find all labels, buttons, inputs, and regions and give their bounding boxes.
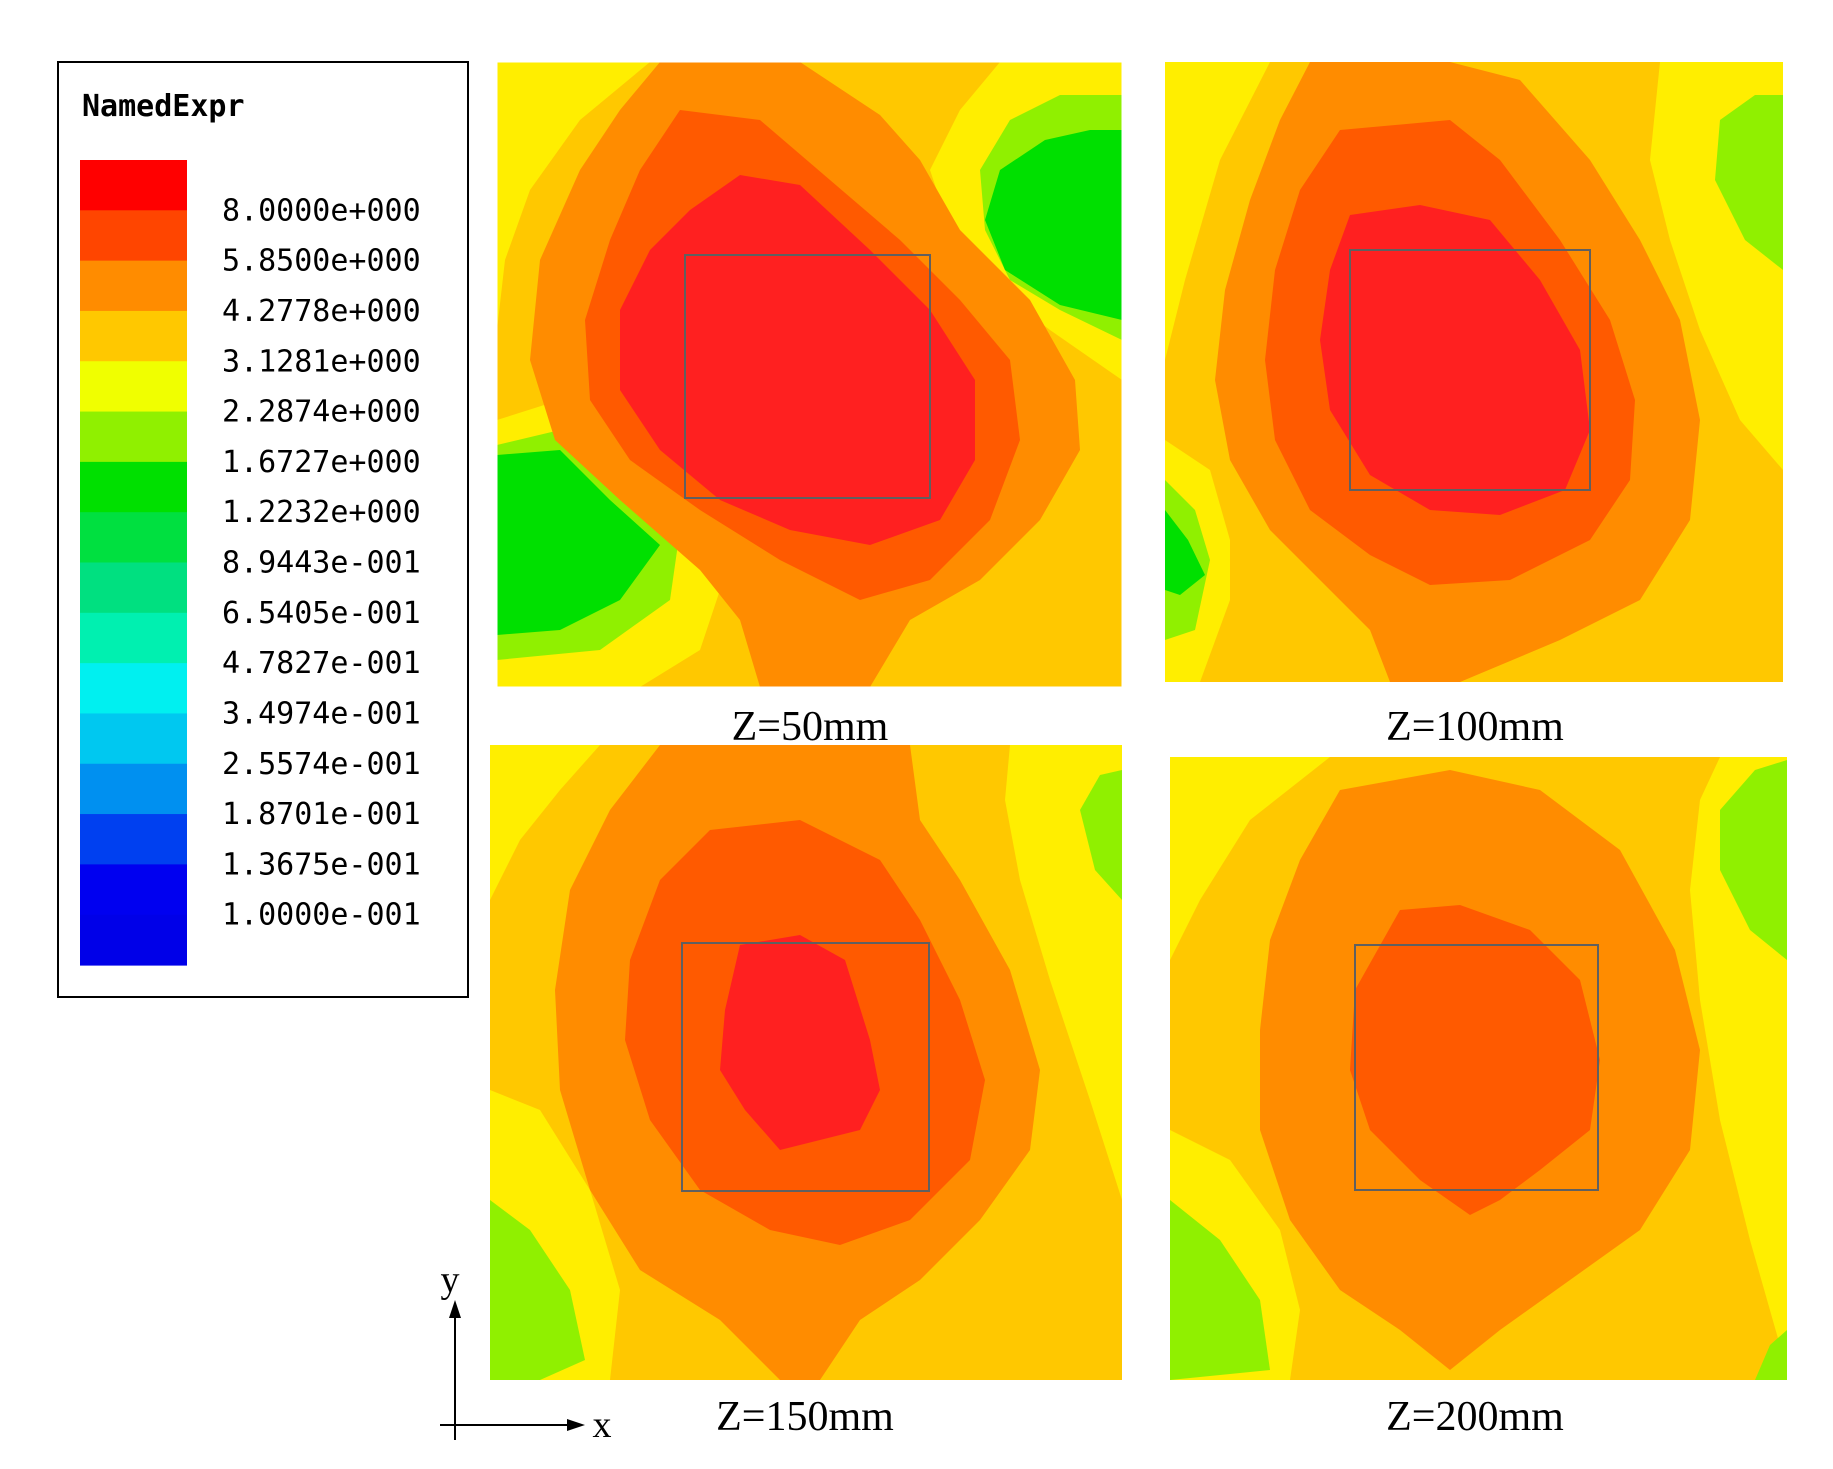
legend-swatch xyxy=(80,562,187,614)
legend-tick-label: 1.3675e-001 xyxy=(222,847,421,882)
contour-panel-z100: Z=100mm xyxy=(1165,62,1783,750)
contour-band xyxy=(1170,1200,1270,1380)
contour-band xyxy=(1720,760,1787,960)
legend-tick-label: 8.0000e+000 xyxy=(222,193,421,228)
legend-tick-label: 6.5405e-001 xyxy=(222,596,421,631)
contour-panel-z150: Z=150mm xyxy=(490,745,1122,1440)
contour-band xyxy=(1170,757,1330,960)
legend-swatch xyxy=(80,210,187,262)
legend-swatch xyxy=(80,663,187,715)
contour-band xyxy=(497,62,650,330)
x-axis-label: x xyxy=(593,1404,612,1446)
x-arrowhead xyxy=(567,1419,585,1431)
source-outline-box xyxy=(684,254,931,499)
legend-swatch xyxy=(80,864,187,916)
contour-panel-z200: Z=200mm xyxy=(1170,757,1787,1440)
source-outline-box xyxy=(1349,249,1591,491)
legend-tick-label: 1.8701e-001 xyxy=(222,797,421,832)
y-arrowhead xyxy=(449,1300,461,1318)
legend-swatch xyxy=(80,160,187,211)
legend-swatch xyxy=(80,512,187,564)
legend-swatch xyxy=(80,612,187,664)
panel-label-z200: Z=200mm xyxy=(1386,1394,1564,1440)
axis-indicator: y x xyxy=(440,1259,612,1446)
contour-band xyxy=(985,130,1122,320)
legend-tick-label: 2.5574e-001 xyxy=(222,747,421,782)
legend-swatch xyxy=(80,461,187,513)
contour-band xyxy=(490,1200,585,1380)
legend-tick-label: 1.6727e+000 xyxy=(222,445,421,480)
legend-swatch xyxy=(80,763,187,815)
contour-band xyxy=(720,935,880,1150)
contour-band xyxy=(1715,95,1783,270)
panel-label-z150: Z=150mm xyxy=(716,1394,894,1440)
legend-tick-label: 3.1281e+000 xyxy=(222,344,421,379)
y-axis-label: y xyxy=(441,1259,460,1301)
legend-swatches xyxy=(80,160,187,966)
legend-tick-label: 1.0000e-001 xyxy=(222,898,421,933)
contour-band xyxy=(1165,62,1270,360)
legend-swatch xyxy=(80,914,187,966)
source-outline-box xyxy=(1354,944,1599,1191)
contour-band xyxy=(497,450,660,635)
legend-title: NamedExpr xyxy=(82,89,245,124)
contour-band xyxy=(490,745,600,900)
contour-band xyxy=(1755,1330,1787,1380)
legend-tick-label: 5.8500e+000 xyxy=(222,244,421,279)
contour-panel-z50: Z=50mm xyxy=(496,61,1123,750)
legend-swatch xyxy=(80,713,187,765)
legend-swatch xyxy=(80,260,187,312)
legend-swatch xyxy=(80,361,187,413)
legend-swatch xyxy=(80,411,187,463)
panel-label-z50: Z=50mm xyxy=(732,704,889,750)
legend-swatch xyxy=(80,814,187,865)
contour-band xyxy=(1350,905,1600,1215)
legend-swatch xyxy=(80,310,187,362)
contour-band xyxy=(1080,770,1122,900)
source-outline-box xyxy=(681,942,930,1192)
legend-tick-label: 8.9443e-001 xyxy=(222,546,421,581)
legend-tick-label: 3.4974e-001 xyxy=(222,696,421,731)
legend-tick-label: 2.2874e+000 xyxy=(222,395,421,430)
panel-label-z100: Z=100mm xyxy=(1386,704,1564,750)
legend-tick-label: 4.2778e+000 xyxy=(222,294,421,329)
legend-tick-label: 1.2232e+000 xyxy=(222,495,421,530)
contour-band xyxy=(620,175,975,545)
legend-tick-labels: 8.0000e+000 5.8500e+000 4.2778e+000 3.1281e… xyxy=(222,193,421,932)
contour-band xyxy=(1165,510,1205,595)
contour-band xyxy=(1320,205,1590,515)
legend-tick-label: 4.7827e-001 xyxy=(222,646,421,681)
color-legend: NamedExpr 8.0000e+000 5.8500e+000 4.2778e+… xyxy=(57,61,469,998)
